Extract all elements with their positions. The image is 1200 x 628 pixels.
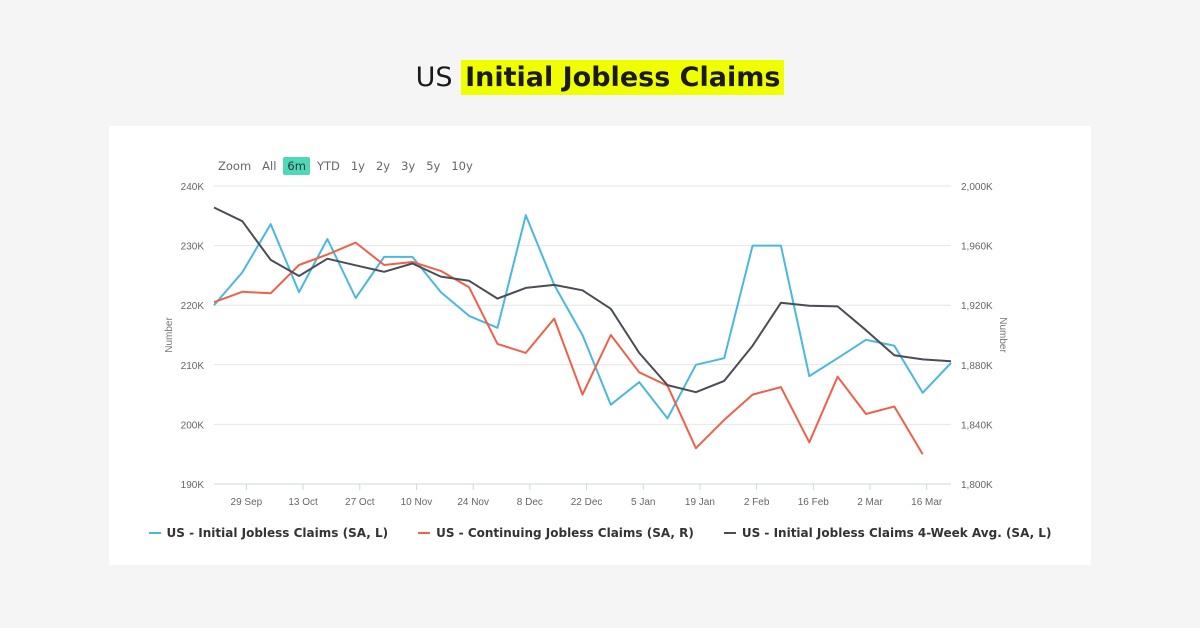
title-highlight: Initial Jobless Claims <box>461 60 785 95</box>
legend-swatch <box>723 532 736 534</box>
chart-card <box>109 126 1091 565</box>
x-tick-label: 2 Feb <box>744 497 770 508</box>
zoom-option-10y[interactable]: 10y <box>451 159 473 173</box>
y-right-tick-label: 1,840K <box>961 420 993 431</box>
y-right-tick-label: 1,880K <box>961 361 993 372</box>
zoom-option-5y[interactable]: 5y <box>426 159 441 173</box>
zoom-option-1y[interactable]: 1y <box>350 159 365 173</box>
x-tick-label: 16 Mar <box>911 497 943 508</box>
x-tick-label: 8 Dec <box>517 497 543 508</box>
x-tick-label: 27 Oct <box>345 497 375 508</box>
y-left-tick-label: 220K <box>181 301 205 312</box>
y-right-tick-label: 1,800K <box>961 480 993 491</box>
y-left-tick-label: 200K <box>181 420 205 431</box>
x-tick-label: 16 Feb <box>798 497 830 508</box>
legend-item[interactable]: US - Continuing Jobless Claims (SA, R) <box>418 526 694 540</box>
legend-label: US - Initial Jobless Claims 4-Week Avg. … <box>741 526 1052 540</box>
y-right-tick-label: 1,920K <box>961 301 993 312</box>
y-right-axis-label: Number <box>997 317 1008 353</box>
y-left-tick-label: 240K <box>181 182 205 193</box>
title-prefix: US <box>415 62 453 93</box>
x-tick-label: 19 Jan <box>685 497 715 508</box>
legend-label: US - Initial Jobless Claims (SA, L) <box>166 526 389 540</box>
x-tick-label: 13 Oct <box>288 497 318 508</box>
x-tick-label: 2 Mar <box>857 497 883 508</box>
x-tick-label: 29 Sep <box>231 497 263 508</box>
series-line-2 <box>213 206 952 394</box>
zoom-selector: Zoom All 6m YTD 1y 2y 3y 5y 10y <box>214 157 480 175</box>
y-left-tick-label: 210K <box>181 361 205 372</box>
page-title: US Initial Jobless Claims <box>0 60 1200 95</box>
y-left-tick-label: 230K <box>181 242 205 253</box>
zoom-option-6m[interactable]: 6m <box>283 157 310 175</box>
y-right-tick-label: 1,960K <box>961 242 993 253</box>
series-line-1 <box>213 241 924 455</box>
legend-swatch <box>148 532 161 534</box>
y-right-tick-label: 2,000K <box>961 182 993 193</box>
x-tick-label: 10 Nov <box>401 497 433 508</box>
legend-item[interactable]: US - Initial Jobless Claims 4-Week Avg. … <box>723 526 1052 540</box>
y-left-tick-label: 190K <box>181 480 205 491</box>
zoom-option-all[interactable]: All <box>262 159 277 173</box>
x-tick-label: 22 Dec <box>571 497 603 508</box>
zoom-option-3y[interactable]: 3y <box>401 159 416 173</box>
x-tick-label: 5 Jan <box>631 497 655 508</box>
legend-label: US - Continuing Jobless Claims (SA, R) <box>436 526 694 540</box>
legend-swatch <box>418 532 431 534</box>
series-line-0 <box>213 214 952 420</box>
x-tick-label: 24 Nov <box>457 497 489 508</box>
y-left-axis-label: Number <box>164 317 175 353</box>
zoom-option-2y[interactable]: 2y <box>375 159 391 173</box>
legend-item[interactable]: US - Initial Jobless Claims (SA, L) <box>148 526 389 540</box>
legend: US - Initial Jobless Claims (SA, L) US - … <box>0 526 1200 540</box>
zoom-option-ytd[interactable]: YTD <box>316 159 340 173</box>
zoom-label: Zoom <box>218 159 252 173</box>
